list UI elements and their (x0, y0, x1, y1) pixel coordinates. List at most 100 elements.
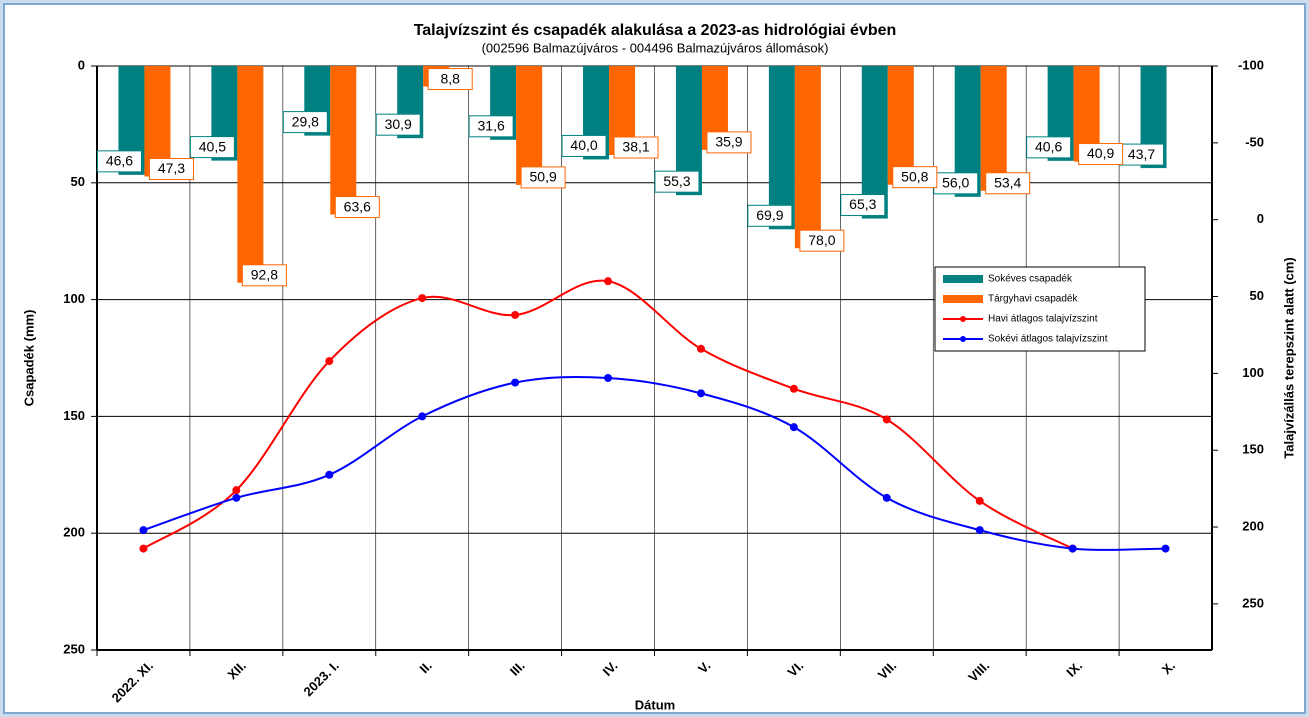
value-label: 40,6 (1035, 139, 1062, 155)
bar (980, 66, 1007, 191)
value-label: 38,1 (622, 139, 649, 155)
value-label-box (375, 113, 421, 136)
value-label-box (468, 115, 514, 138)
value-label-box (241, 264, 287, 287)
value-label-box (892, 166, 938, 189)
value-label-box (148, 157, 194, 180)
legend-label: Tárgyhavi csapadék (988, 294, 1078, 305)
line-point (604, 373, 613, 382)
legend-label: Sokévi átlagos talajvízszint (988, 334, 1108, 345)
value-label: 43,7 (1128, 146, 1155, 162)
y2-tick-label: 0 (1257, 211, 1264, 226)
value-label: 46,6 (106, 153, 133, 169)
y-tick-label: 250 (63, 641, 85, 656)
value-label: 30,9 (385, 116, 412, 132)
bar (794, 66, 821, 249)
line-point (139, 526, 148, 535)
chart-title: Talajvízszint és csapadék alakulása a 20… (414, 22, 897, 39)
y2-tick-label: 100 (1242, 365, 1264, 380)
line-point (1068, 544, 1077, 553)
value-label: 50,8 (901, 168, 928, 184)
value-label-box (1026, 136, 1072, 159)
x-axis-title: Dátum (635, 697, 675, 712)
legend-label: Havi átlagos talajvízszint (988, 314, 1098, 325)
value-label: 92,8 (251, 266, 278, 282)
y-tick-label: 0 (78, 57, 85, 72)
value-label-box (282, 111, 328, 134)
line-point (604, 277, 613, 286)
line-point (975, 526, 984, 535)
line (143, 375, 1166, 551)
value-label: 69,9 (756, 207, 783, 223)
bar (861, 66, 888, 219)
value-label-box (706, 131, 752, 154)
chart-subtitle: (002596 Balmazújváros - 004496 Balmazújv… (482, 40, 829, 55)
line-point (789, 384, 798, 393)
value-label-box (96, 150, 142, 173)
value-label-box (799, 229, 845, 252)
legend-label: Sokéves csapadék (988, 274, 1073, 285)
line-point (325, 470, 334, 479)
value-label: 53,4 (994, 174, 1021, 190)
value-label-box (561, 134, 607, 157)
value-label-box (334, 196, 380, 219)
value-label: 56,0 (942, 175, 969, 191)
line-point (696, 344, 705, 353)
value-label-box (613, 136, 659, 159)
value-label: 40,5 (199, 138, 226, 154)
line-point (696, 389, 705, 398)
legend-swatch (943, 275, 983, 283)
value-label: 31,6 (478, 118, 505, 134)
y2-tick-label: 200 (1242, 518, 1264, 533)
line-point (511, 378, 520, 387)
line-point (325, 357, 334, 366)
value-label: 8,8 (440, 70, 460, 86)
y-tick-label: 200 (63, 525, 85, 540)
line-point (975, 496, 984, 505)
line-point (418, 412, 427, 421)
bar (768, 66, 795, 230)
value-label: 50,9 (530, 169, 557, 185)
bar (330, 66, 357, 215)
value-label-box (985, 172, 1031, 195)
y2-axis-title: Talajvízállás terepszint alatt (cm) (1281, 257, 1296, 458)
line-point (139, 544, 148, 553)
line-point (511, 310, 520, 319)
legend-swatch (943, 295, 983, 303)
legend-marker (960, 316, 966, 322)
y2-tick-label: 150 (1242, 442, 1264, 457)
line-point (882, 493, 891, 502)
line-point (789, 423, 798, 432)
line-point (232, 486, 241, 495)
bar (516, 66, 543, 185)
bar (887, 66, 914, 185)
value-label-box (747, 204, 793, 227)
value-label-box (1078, 143, 1124, 166)
line-point (882, 415, 891, 424)
y-tick-label: 50 (71, 174, 85, 189)
legend-marker (960, 336, 966, 342)
value-label: 78,0 (808, 232, 835, 248)
value-label: 40,9 (1087, 145, 1114, 161)
bar (237, 66, 264, 283)
value-label: 35,9 (715, 134, 742, 150)
value-label: 47,3 (158, 160, 185, 176)
value-label: 40,0 (570, 137, 597, 153)
y-tick-label: 150 (63, 408, 85, 423)
y2-tick-label: 50 (1250, 288, 1264, 303)
value-label: 65,3 (849, 196, 876, 212)
y-axis-title: Csapadék (mm) (21, 310, 36, 407)
value-label-box (427, 68, 473, 91)
value-label: 29,8 (292, 113, 319, 129)
value-label-box (654, 170, 700, 193)
value-label-box (189, 136, 235, 159)
line-point (1161, 544, 1170, 553)
y2-tick-label: -50 (1245, 134, 1264, 149)
legend: Sokéves csapadék Tárgyhavi csapadék Havi á… (934, 266, 1146, 352)
line-point (418, 294, 427, 303)
value-label-box (840, 194, 886, 217)
value-label: 63,6 (344, 198, 371, 214)
value-label-box (520, 166, 566, 189)
